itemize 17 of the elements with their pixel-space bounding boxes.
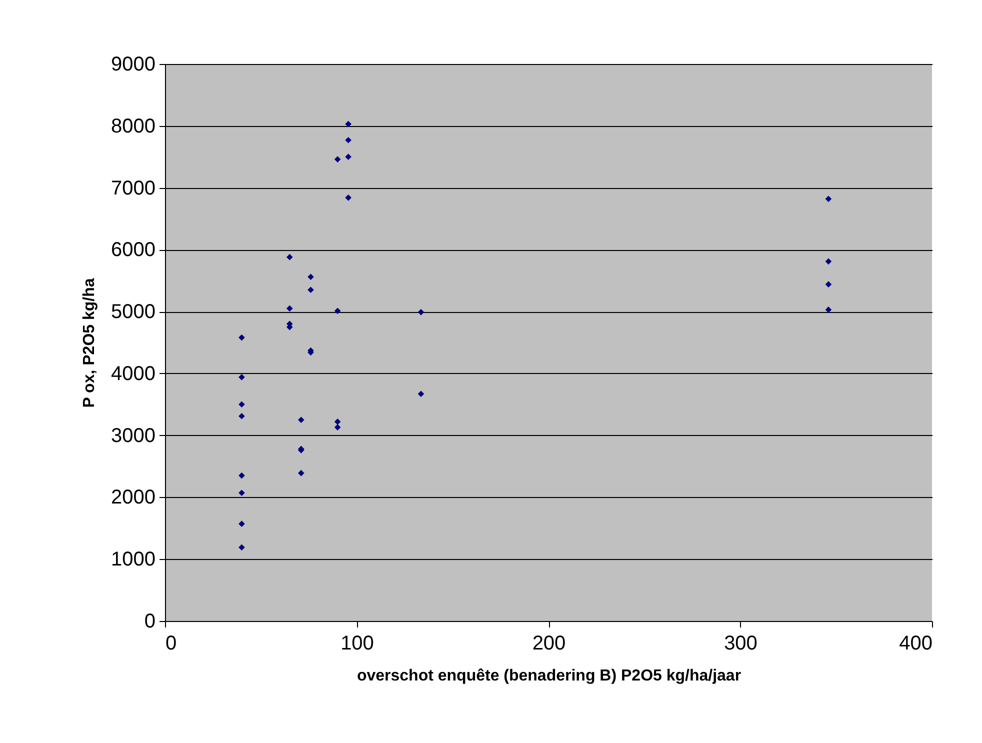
y-tick-label: 1000 bbox=[111, 548, 156, 571]
x-tick-label: 300 bbox=[724, 632, 758, 654]
y-tick-label: 2000 bbox=[111, 486, 156, 509]
y-tick-label: 8000 bbox=[111, 115, 156, 138]
x-tick-label: 400 bbox=[899, 632, 932, 654]
y-tick-label: 4000 bbox=[111, 362, 156, 385]
y-tick-label: 5000 bbox=[111, 301, 156, 324]
x-axis-title: overschot enquête (benadering B) P2O5 kg/ha/jaar bbox=[356, 668, 742, 684]
y-tick-label: 6000 bbox=[111, 239, 156, 262]
x-tick-label: 0 bbox=[166, 632, 177, 654]
x-tick-label: 200 bbox=[532, 632, 566, 654]
y-axis-title: P ox, P2O5 kg/ha bbox=[81, 278, 98, 408]
y-tick-label: 7000 bbox=[111, 177, 156, 200]
y-tick-label: 0 bbox=[144, 610, 156, 632]
y-tick-label: 9000 bbox=[111, 54, 156, 76]
y-tick-label: 3000 bbox=[111, 424, 156, 447]
x-tick-label: 100 bbox=[340, 632, 374, 654]
